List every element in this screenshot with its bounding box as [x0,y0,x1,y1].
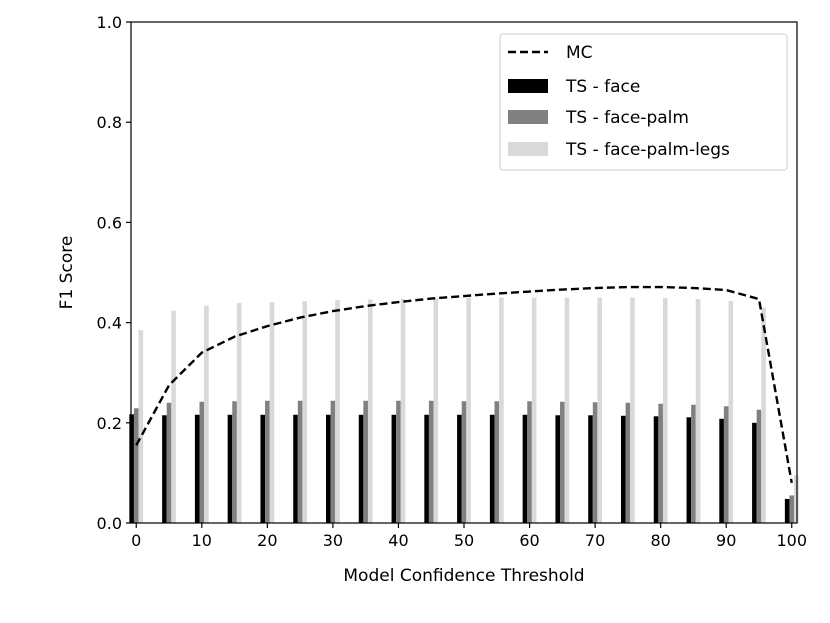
bar-ts-face-palm-40 [396,400,401,523]
bar-ts-face-palm-75 [625,402,631,523]
bar-ts-face-65 [555,415,561,523]
bar-ts-face-palm-30 [330,400,336,523]
legend-swatch-ts-face-palm [508,110,548,124]
bar-ts-face-90 [719,418,724,523]
bar-ts-face-palm-legs-80 [662,298,668,523]
y-tick-label-0.6: 0.6 [97,213,122,232]
bar-ts-face-palm-legs-40 [400,299,406,523]
bar-ts-face-palm-80 [658,403,663,523]
bar-ts-face-45 [424,414,429,523]
x-tick-label-80: 80 [650,531,670,550]
x-tick-label-60: 60 [519,531,539,550]
bar-ts-face-5 [162,415,167,523]
y-tick-label-0.2: 0.2 [97,414,122,433]
bar-ts-face-palm-legs-95 [761,307,766,523]
bar-ts-face-palm-90 [723,406,729,523]
bar-ts-face-palm-legs-15 [236,303,242,523]
bar-ts-face-35 [358,414,364,523]
legend-box [499,33,788,171]
x-axis-label: Model Confidence Threshold [343,566,584,586]
bar-ts-face-palm-55 [494,401,500,523]
bar-ts-face-palm-0 [133,408,139,523]
legend-label-ts-face-palm-legs: TS - face-palm-legs [565,140,730,160]
x-tick-label-50: 50 [454,531,474,550]
bar-ts-face-80 [653,416,659,523]
bar-ts-face-palm-15 [232,401,237,523]
legend: MC TS - face TS - face-palm TS - face-palm-… [499,33,788,171]
legend-label-ts-face: TS - face [565,77,640,97]
bar-ts-face-palm-60 [527,401,532,523]
bar-ts-face-palm-legs-85 [695,299,701,523]
bar-ts-face-70 [588,415,593,523]
bar-ts-face-palm-legs-5 [171,310,176,523]
bar-ts-face-55 [489,414,495,523]
bar-ts-face-10 [194,414,200,523]
bar-ts-face-palm-10 [199,401,205,523]
legend-label-ts-face-palm: TS - face-palm [565,108,689,128]
bar-ts-face-palm-50 [461,401,467,523]
x-tick-label-30: 30 [323,531,343,550]
bar-ts-face-palm-95 [756,409,762,523]
bar-ts-face-palm-legs-20 [269,302,275,523]
bar-ts-face-palm-65 [560,401,565,523]
bar-ts-face-palm-legs-35 [367,299,373,523]
y-axis-label: F1 Score [57,236,77,310]
bar-ts-face-100 [784,498,790,523]
bar-ts-face-palm-45 [428,400,434,523]
bar-ts-face-95 [752,422,757,523]
bar-ts-face-palm-5 [166,402,172,523]
x-tick-label-10: 10 [192,531,212,550]
legend-swatch-ts-face-palm-legs [508,142,548,156]
bar-ts-face-15 [227,414,233,523]
bar-ts-face-palm-legs-45 [433,298,439,523]
bar-ts-face-30 [326,414,331,523]
bar-ts-face-75 [620,415,626,523]
bar-ts-face-palm-legs-0 [138,330,144,523]
bar-ts-face-50 [457,414,462,523]
bar-ts-face-85 [686,417,692,523]
mc-dashed-line [135,285,793,484]
legend-swatch-ts-face [508,79,548,93]
y-axis: 0.0 0.2 0.4 0.6 0.8 1.0 [97,13,131,533]
bar-ts-face-palm-85 [691,404,696,523]
bar-ts-face-palm-legs-60 [531,297,537,523]
y-tick-label-0: 0.0 [97,514,122,533]
bar-ts-face-palm-legs-100 [794,475,799,523]
bar-ts-face-palm-legs-65 [564,297,570,523]
bar-ts-face-palm-legs-90 [728,301,734,523]
y-tick-label-0.4: 0.4 [97,314,122,333]
x-tick-label-20: 20 [257,531,277,550]
bar-ts-face-palm-70 [592,402,598,523]
y-tick-label-1: 1.0 [97,13,122,32]
bar-ts-face-palm-legs-70 [597,297,602,523]
bar-ts-face-palm-legs-10 [204,305,209,523]
bar-ts-face-palm-legs-25 [302,301,308,523]
bar-ts-face-palm-100 [789,495,795,523]
bar-ts-face-palm-35 [363,400,368,523]
bar-ts-face-palm-legs-30 [335,300,340,523]
bar-ts-face-palm-legs-75 [630,297,635,523]
bar-ts-face-palm-legs-50 [466,298,471,523]
x-axis: 0 10 20 30 40 50 60 70 80 90 100 [131,523,807,550]
bar-ts-face-20 [260,414,266,523]
x-tick-label-0: 0 [131,531,141,550]
x-tick-label-70: 70 [585,531,605,550]
x-tick-label-40: 40 [388,531,408,550]
bar-ts-face-0 [129,414,134,523]
legend-label-mc: MC [566,43,593,63]
bar-ts-face-palm-20 [265,400,270,523]
bar-ts-face-25 [293,414,298,523]
bar-ts-face-60 [522,414,528,523]
x-tick-label-90: 90 [716,531,736,550]
bar-ts-face-40 [391,414,397,523]
bar-ts-face-palm-legs-55 [499,297,504,523]
bar-ts-face-palm-25 [297,400,303,523]
y-tick-label-0.8: 0.8 [97,113,122,132]
x-tick-label-100: 100 [776,531,807,550]
bar-marks [129,297,799,523]
